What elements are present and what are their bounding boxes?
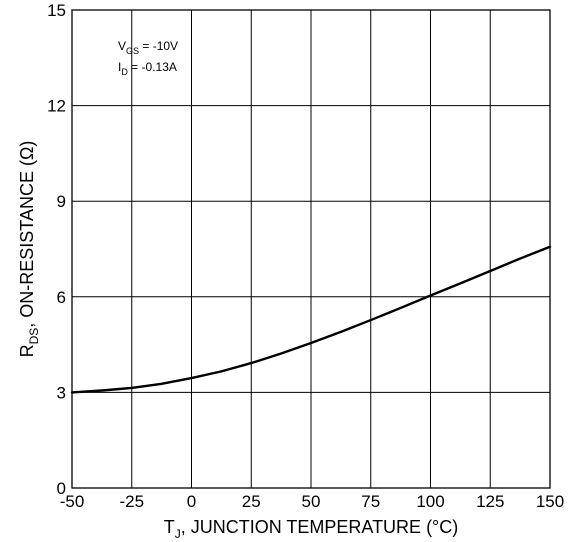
y-tick-label: 12 <box>47 97 66 116</box>
y-axis-title: RDS, ON-RESISTANCE (Ω) <box>17 141 41 358</box>
x-tick-label: 50 <box>302 492 321 511</box>
annotation-id: ID = -0.13A <box>118 60 177 77</box>
x-tick-label: -25 <box>119 492 144 511</box>
annotation-vgs: VGS = -10V <box>118 39 178 56</box>
rds-curve <box>70 245 552 394</box>
x-tick-labels: -50 -25 0 25 50 75 100 125 150 <box>60 492 564 511</box>
x-tick-label: 0 <box>187 492 196 511</box>
x-axis-title: TJ, JUNCTION TEMPERATURE (°C) <box>164 517 459 541</box>
grid-lines <box>72 10 550 488</box>
y-tick-label: 9 <box>57 192 66 211</box>
x-tick-label: -50 <box>60 492 85 511</box>
x-tick-label: 125 <box>476 492 504 511</box>
y-tick-label: 15 <box>47 1 66 20</box>
y-tick-label: 3 <box>57 383 66 402</box>
y-tick-labels: 0 3 6 9 12 15 <box>47 1 66 498</box>
y-tick-label: 6 <box>57 288 66 307</box>
x-tick-label: 150 <box>536 492 564 511</box>
plot-frame <box>71 9 551 489</box>
x-tick-label: 25 <box>242 492 261 511</box>
x-tick-label: 100 <box>416 492 444 511</box>
x-tick-label: 75 <box>361 492 380 511</box>
y-tick-label: 0 <box>57 479 66 498</box>
